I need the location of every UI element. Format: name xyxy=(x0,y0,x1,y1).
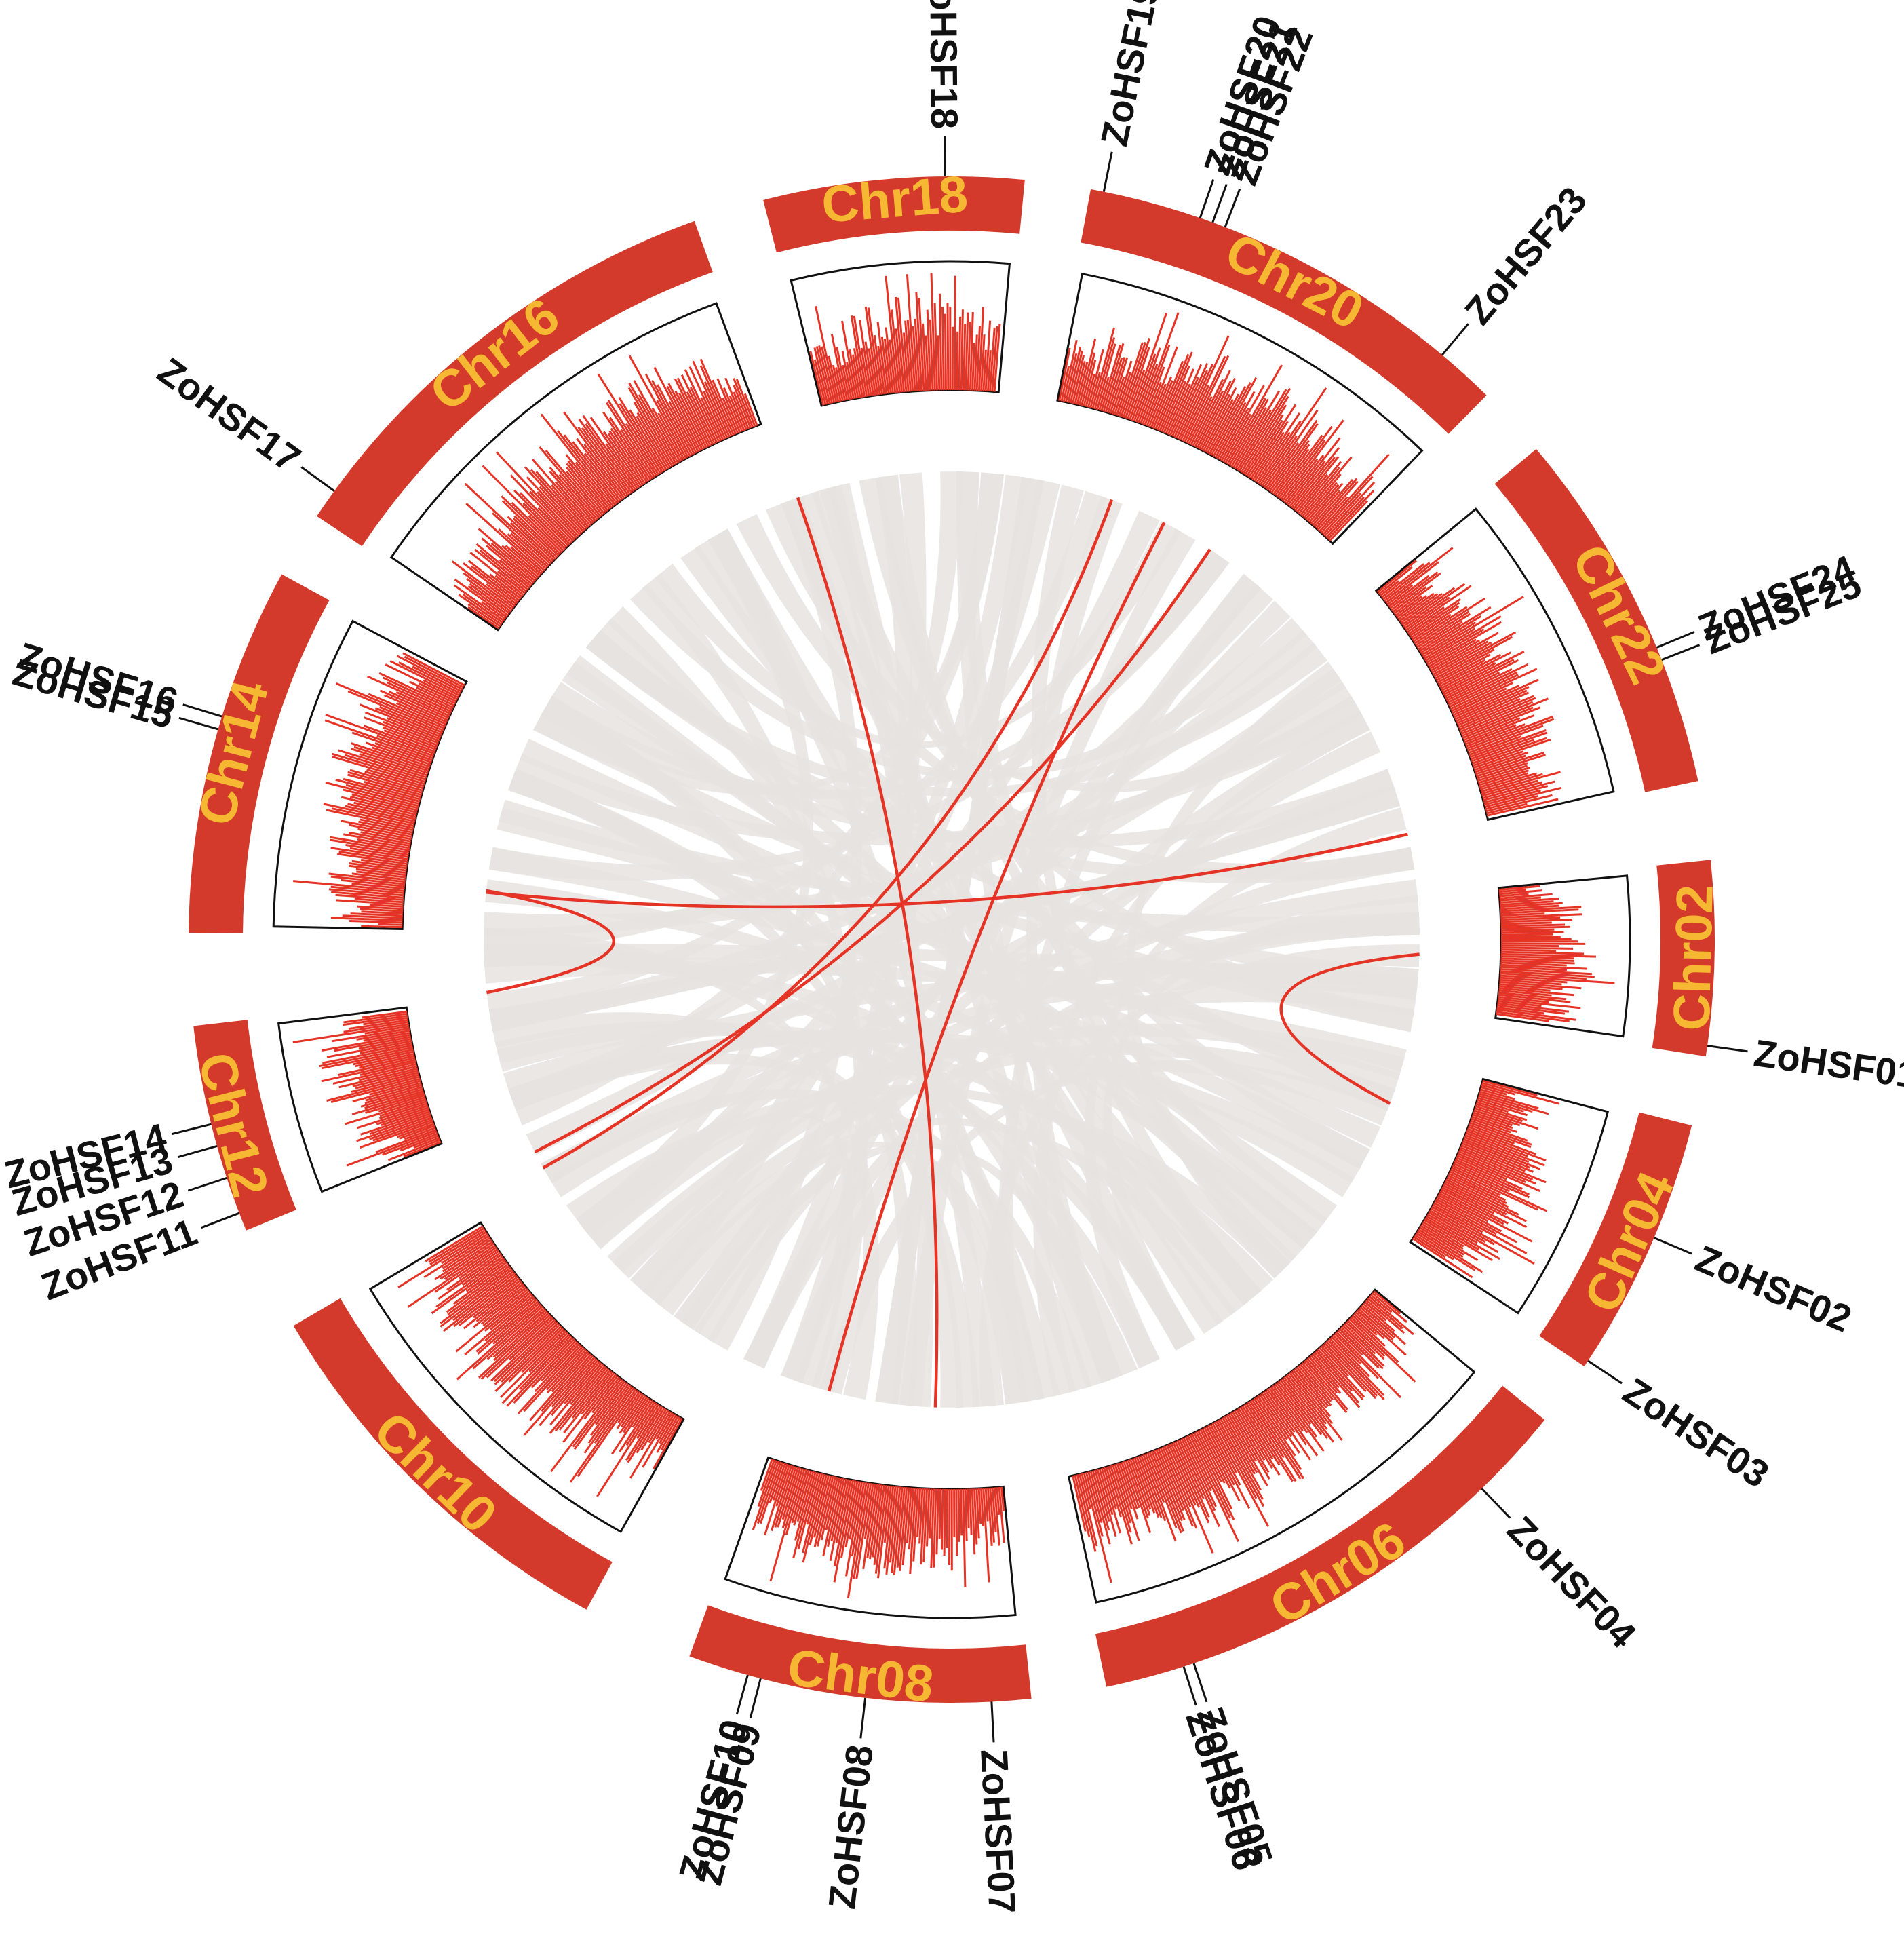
gene-tick xyxy=(735,1674,749,1715)
gene-label: ZoHSF04 xyxy=(1499,1508,1644,1656)
gene-tick xyxy=(1587,1360,1623,1385)
gene-tick xyxy=(859,1697,867,1739)
gene-label: ZoHSF17 xyxy=(150,349,308,480)
chromosome-label: Chr04 xyxy=(1573,1163,1685,1320)
gene-tick xyxy=(1102,151,1113,192)
gene-tick xyxy=(944,136,946,177)
synteny-ribbon xyxy=(484,944,1262,1306)
gene-tick xyxy=(1656,631,1695,649)
density-histogram xyxy=(1376,547,1562,817)
synteny-ribbon xyxy=(526,668,1346,1155)
chromosome-band xyxy=(1539,1112,1692,1367)
chromosome-label: Chr18 xyxy=(819,166,969,234)
gene-tick xyxy=(1199,179,1215,218)
synteny-ribbon xyxy=(707,528,1262,1306)
synteny-ribbon xyxy=(503,963,1419,1096)
highlight-synteny-link xyxy=(827,522,1166,1392)
gene-tick xyxy=(201,1212,240,1229)
density-histogram xyxy=(451,355,758,630)
chromosome-band xyxy=(1652,860,1715,1057)
chromosome-band xyxy=(189,574,330,933)
gene-tick xyxy=(1707,1045,1748,1053)
synteny-ribbon xyxy=(484,944,1418,1000)
gene-tick xyxy=(187,1176,227,1192)
chromosome-band xyxy=(1095,1385,1545,1687)
gene-tick xyxy=(990,1701,995,1743)
gene-tick xyxy=(1661,644,1701,661)
gene-label: ZoHSF03 xyxy=(1616,1369,1776,1495)
highlighted-synteny-links xyxy=(486,497,1420,1408)
gene-density-tracks xyxy=(272,260,1631,1619)
gene-tick xyxy=(1224,189,1241,228)
synteny-ribbon xyxy=(743,573,1262,1369)
highlight-synteny-link xyxy=(542,499,1114,1170)
synteny-ribbon xyxy=(585,630,1327,797)
gene-tick xyxy=(1481,1488,1511,1519)
synteny-ribbon xyxy=(629,1043,1395,1295)
synteny-ribbon xyxy=(899,528,1196,1407)
synteny-ribbon xyxy=(1083,807,1407,1369)
synteny-ribbon xyxy=(781,496,1237,1325)
density-histogram xyxy=(752,1459,1005,1599)
gene-label: ZoHSF19 xyxy=(1092,0,1167,149)
gene-label: ZoHSF02 xyxy=(1690,1237,1858,1341)
gene-tick xyxy=(182,703,222,718)
chromosome-label: Chr02 xyxy=(1663,884,1724,1031)
gene-tick xyxy=(177,1144,218,1159)
synteny-ribbon xyxy=(562,661,1337,1225)
gene-label: ZoHSF08 xyxy=(820,1743,881,1911)
gene-tick xyxy=(1211,183,1228,223)
synteny-ribbon xyxy=(655,1142,1045,1403)
density-histogram xyxy=(809,273,1001,406)
gene-label: ZoHSF18 xyxy=(922,0,966,129)
chromosome-label: Chr20 xyxy=(1216,222,1372,341)
chromosome-band xyxy=(1081,189,1487,434)
synteny-ribbon xyxy=(484,490,1108,951)
gene-tick xyxy=(300,466,335,492)
gene-tick xyxy=(749,1678,762,1718)
synteny-ribbon xyxy=(488,847,1370,1170)
density-histogram xyxy=(1058,312,1390,542)
highlight-synteny-link xyxy=(1279,952,1420,1105)
gene-label: ZoHSF07 xyxy=(973,1748,1024,1915)
synteny-ribbon xyxy=(1125,661,1342,1279)
gene-label: ZoHSF01 xyxy=(1751,1031,1904,1096)
gene-label: ZoHSF23 xyxy=(1456,178,1595,332)
synteny-ribbon xyxy=(497,807,1401,1096)
density-histogram xyxy=(1496,885,1615,1023)
chromosome-band xyxy=(293,1298,613,1610)
chromosome-band xyxy=(689,1605,1032,1703)
background-synteny-links xyxy=(484,471,1420,1408)
density-histogram xyxy=(1412,1079,1560,1279)
synteny-ribbon xyxy=(541,695,918,1406)
synteny-ribbon xyxy=(796,490,1196,1351)
density-histogram xyxy=(293,652,465,929)
chromosome-band xyxy=(317,220,713,547)
gene-tick xyxy=(171,1123,212,1136)
synteny-ribbon xyxy=(956,471,1123,1383)
density-histogram xyxy=(292,1010,442,1167)
synteny-ribbon xyxy=(566,1085,1291,1279)
gene-tick xyxy=(178,716,218,731)
chromosome-band xyxy=(763,176,1025,253)
gene-tick xyxy=(1653,1237,1692,1255)
synteny-ribbon xyxy=(488,550,1230,881)
gene-tick xyxy=(1441,323,1469,356)
synteny-ribbon xyxy=(576,1111,853,1389)
density-histogram xyxy=(1072,1290,1416,1583)
synteny-ribbon xyxy=(765,501,1363,792)
density-histogram xyxy=(397,1225,683,1497)
gene-tick xyxy=(1182,1666,1197,1706)
synteny-ribbon xyxy=(1031,484,1262,1306)
highlight-synteny-link xyxy=(534,548,1211,1154)
synteny-ribbon xyxy=(827,482,1108,1389)
chromosome-label: Chr22 xyxy=(1561,536,1677,693)
chromosome-band xyxy=(1494,448,1698,792)
highlight-synteny-link xyxy=(486,889,616,995)
highlight-synteny-link xyxy=(796,497,939,1408)
chromosome-band xyxy=(193,1020,296,1231)
gene-tick xyxy=(1192,1663,1208,1703)
highlight-synteny-link xyxy=(486,832,1408,909)
